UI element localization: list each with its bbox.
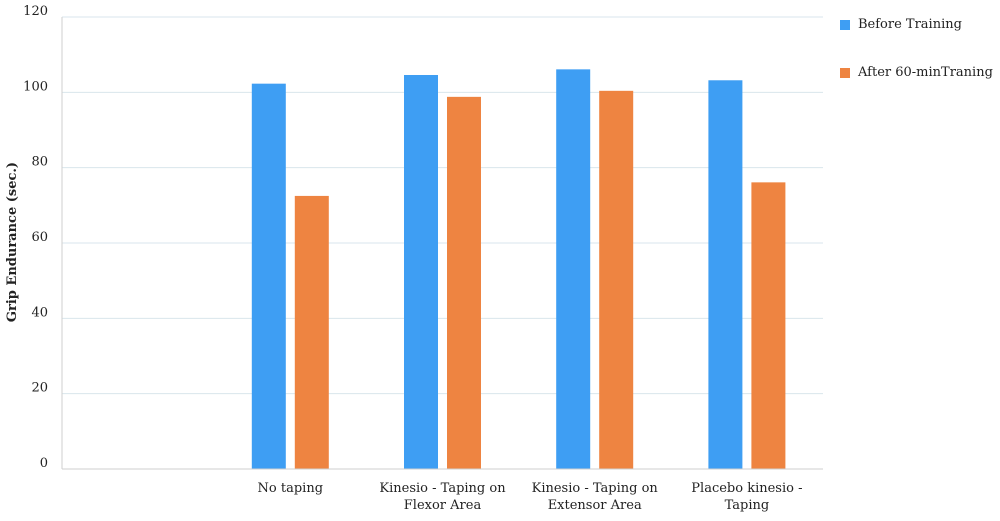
y-tick-label: 0 — [40, 456, 48, 471]
x-category-label: Flexor Area — [404, 498, 482, 513]
y-tick-label: 120 — [23, 4, 48, 19]
legend-label-after-training: After 60-minTraning — [858, 65, 993, 80]
bar-after-2 — [447, 96, 481, 469]
x-category-label: Placebo kinesio - — [691, 481, 802, 496]
y-tick-label: 60 — [31, 230, 48, 245]
y-tick-label: 20 — [31, 381, 48, 396]
y-tick-label: 100 — [23, 79, 48, 94]
y-axis-label: Grip Endurance (sec.) — [5, 162, 20, 322]
legend-swatch-before-training — [840, 19, 850, 30]
x-category-label: Taping — [725, 498, 770, 513]
bar-before-2 — [404, 75, 438, 470]
bar-before-1 — [251, 83, 286, 470]
bar-after-1 — [294, 195, 329, 469]
bar-before-3 — [556, 69, 591, 470]
x-category-label: Kinesio - Taping on — [532, 481, 659, 496]
legend-item-before-training: Before Training — [840, 14, 962, 32]
gridlines — [62, 16, 823, 395]
x-category-label: Kinesio - Taping on — [379, 481, 506, 496]
y-axis-ticks: 0 20 40 60 80 100 120 — [23, 4, 48, 471]
bars — [251, 69, 786, 470]
bar-before-4 — [708, 80, 743, 469]
bar-after-4 — [751, 182, 786, 469]
legend-item-after-training: After 60-minTraning — [840, 62, 993, 80]
y-tick-label: 40 — [31, 305, 48, 320]
x-category-label: Extensor Area — [548, 498, 642, 513]
legend-label-before-training: Before Training — [858, 17, 962, 32]
bar-after-3 — [599, 90, 634, 470]
x-category-label: No taping — [258, 481, 323, 496]
y-tick-label: 80 — [31, 155, 48, 170]
legend-swatch-after-training — [840, 67, 850, 78]
x-axis-categories: No taping Kinesio - Taping on Flexor Area K… — [258, 481, 803, 513]
